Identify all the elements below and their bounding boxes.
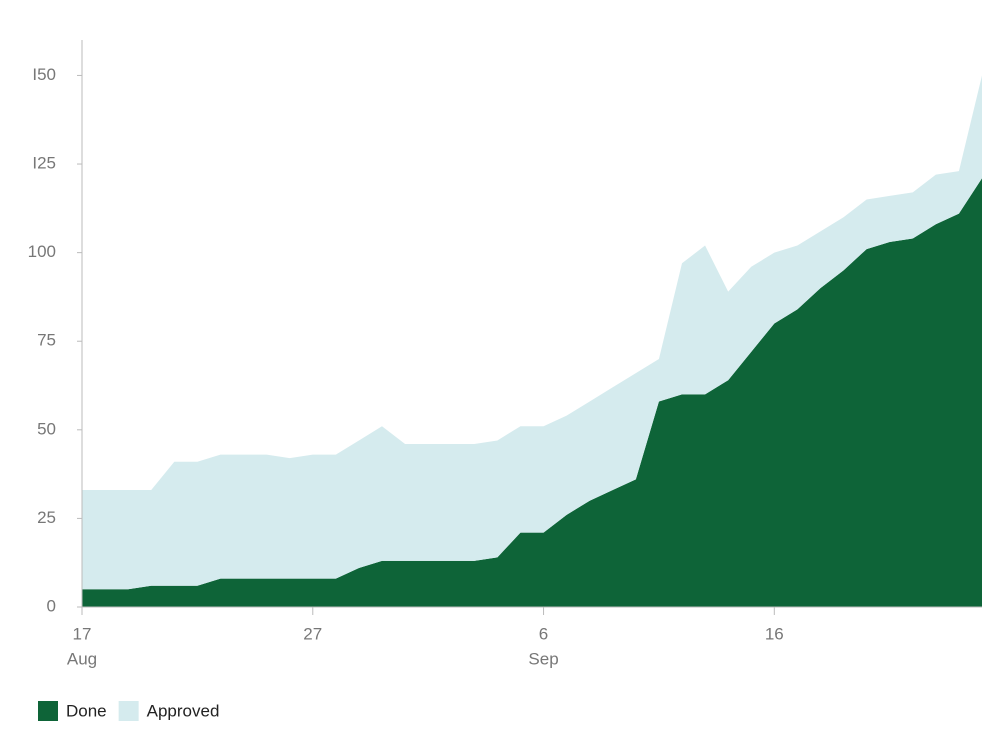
legend-label: Done <box>66 701 107 720</box>
y-tick-label: 0 <box>47 596 56 615</box>
legend-swatch <box>118 701 139 721</box>
legend-swatch <box>38 701 58 721</box>
y-tick-label: 75 <box>37 331 56 350</box>
area <box>82 75 982 590</box>
x-month-label: Aug <box>67 649 97 668</box>
x-tick-label: 16 <box>765 624 784 643</box>
x-month-label: Sep <box>528 649 558 668</box>
y-tick-label: 25 <box>37 508 56 527</box>
y-tick-label: 50 <box>37 419 56 438</box>
x-tick-label: 17 <box>73 624 92 643</box>
legend-label: Approved <box>147 701 220 720</box>
y-tick-label: I50 <box>32 65 56 84</box>
x-tick-label: 27 <box>303 624 322 643</box>
x-tick-label: 6 <box>539 624 548 643</box>
y-tick-label: I25 <box>32 154 56 173</box>
area <box>82 178 982 608</box>
y-tick-label: 100 <box>28 242 56 261</box>
